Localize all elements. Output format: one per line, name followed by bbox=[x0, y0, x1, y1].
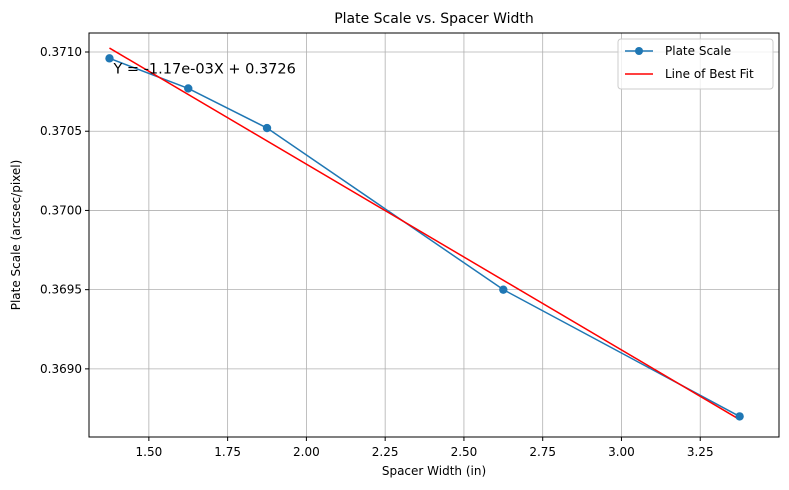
x-tick-label: 1.75 bbox=[214, 445, 241, 459]
y-tick-label: 0.3690 bbox=[40, 362, 82, 376]
fit-equation-annotation: Y = -1.17e-03X + 0.3726 bbox=[112, 62, 295, 78]
data-point-plate-scale bbox=[184, 84, 193, 93]
data-point-plate-scale bbox=[105, 54, 114, 63]
legend-marker-plate-scale bbox=[635, 47, 643, 55]
y-axis-label: Plate Scale (arcsec/pixel) bbox=[9, 160, 23, 311]
legend-box bbox=[617, 38, 774, 90]
legend-label-plate-scale: Plate Scale bbox=[665, 44, 731, 58]
axis-ticks: 1.50 1.75 2.00 2.25 2.50 2.75 3.00 3.25 0.3690 0.… bbox=[40, 45, 714, 459]
plot-series bbox=[105, 47, 744, 421]
data-point-plate-scale bbox=[499, 285, 508, 294]
x-tick-label: 3.25 bbox=[687, 445, 714, 459]
y-tick-label: 0.3695 bbox=[40, 283, 82, 297]
chart-title: Plate Scale vs. Spacer Width bbox=[334, 11, 534, 27]
plot-frame bbox=[88, 32, 780, 438]
x-tick-label: 2.25 bbox=[372, 445, 399, 459]
y-tick-label: 0.3710 bbox=[40, 45, 82, 59]
x-tick-label: 2.50 bbox=[451, 445, 478, 459]
x-tick-label: 2.00 bbox=[293, 445, 320, 459]
x-axis-label: Spacer Width (in) bbox=[382, 464, 486, 478]
x-tick-label: 3.00 bbox=[608, 445, 635, 459]
data-point-plate-scale bbox=[735, 412, 744, 421]
legend-label-best-fit: Line of Best Fit bbox=[665, 67, 754, 81]
x-tick-label: 1.50 bbox=[136, 445, 163, 459]
grid-lines bbox=[89, 33, 779, 437]
y-tick-label: 0.3700 bbox=[40, 203, 82, 217]
legend: Plate Scale Line of Best Fit bbox=[617, 38, 774, 90]
series-line-best-fit bbox=[109, 47, 740, 421]
x-tick-label: 2.75 bbox=[529, 445, 556, 459]
y-tick-label: 0.3705 bbox=[40, 124, 82, 138]
data-point-plate-scale bbox=[262, 123, 272, 133]
